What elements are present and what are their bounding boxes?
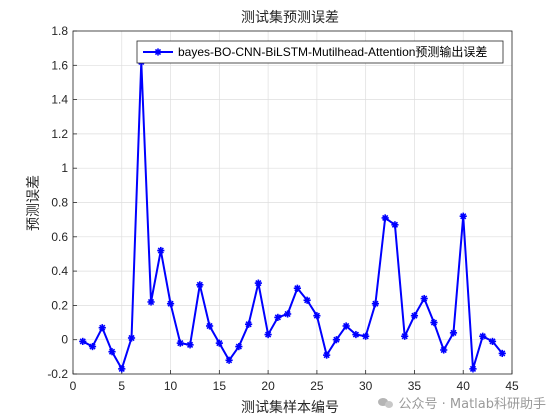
data-point [176,339,184,347]
y-tick-label: -0.2 [47,367,68,381]
x-tick-label: 25 [310,379,324,393]
data-point [420,294,428,303]
x-tick-label: 20 [261,379,275,393]
data-point [332,336,340,344]
data-point [157,246,165,255]
x-tick-label: 30 [359,379,373,393]
data-point [459,212,467,220]
x-tick-label: 15 [213,379,227,393]
data-point [313,312,321,320]
legend-label: bayes-BO-CNN-BiLSTM-Mutilhead-Attention预… [178,44,487,59]
data-point [440,346,448,354]
watermark: 公众号 · Matlab科研助手 [378,393,546,412]
y-axis-title: 预测误差 [26,175,42,231]
data-point [303,296,311,304]
x-tick-label: 10 [164,379,178,393]
y-tick-label: 1.6 [51,58,68,72]
y-tick-label: 1 [61,161,68,175]
data-point [352,330,360,339]
data-point [342,322,350,330]
data-point [118,365,126,373]
x-axis-title: 测试集样本编号 [241,399,339,416]
data-point [88,342,97,351]
data-point [479,332,487,340]
series-layer [79,58,506,373]
series-line [82,60,504,370]
y-tick-label: 0.4 [51,264,68,278]
data-point [391,221,399,229]
chart-title: 测试集预测误差 [241,9,339,26]
y-tick-label: 0.2 [51,298,68,312]
data-point [196,281,204,289]
x-tick-label: 5 [118,379,125,393]
data-point [469,365,477,373]
data-point [235,342,243,351]
x-tick-label: 45 [505,379,519,393]
y-tick-label: 1.8 [51,24,68,38]
data-point [98,324,106,332]
data-point [186,341,194,349]
x-tick-label: 40 [457,379,471,393]
data-point [254,279,262,287]
data-point [79,337,87,346]
legend-box [136,40,504,64]
data-point [430,318,438,327]
x-tick-label: 35 [408,379,422,393]
watermark-text: 公众号 · Matlab科研助手 [398,397,546,412]
wechat-icon [378,397,394,409]
data-point [205,322,214,330]
data-point [245,320,253,328]
legend: bayes-BO-CNN-BiLSTM-Mutilhead-Attention预… [136,40,504,64]
data-point [284,310,292,318]
data-point [410,312,419,320]
data-point [147,298,155,306]
data-point [498,349,506,358]
data-point [488,337,497,346]
ticks-layer: 0 5 10 15 20 25 30 35 40 45-0.200.20.40.60.811.21… [47,24,519,393]
y-tick-label: 1.2 [51,127,68,141]
data-point [401,332,409,340]
data-point [381,214,389,222]
data-point [166,300,175,308]
data-point [274,313,282,322]
y-tick-label: 0.8 [51,196,68,210]
legend-swatch-marker [154,48,162,56]
data-point [127,334,136,342]
data-point [264,330,272,339]
x-tick-label: 0 [70,379,77,393]
data-point [449,329,458,337]
y-tick-label: 0.6 [51,230,68,244]
y-tick-label: 0 [61,333,68,347]
data-point [108,348,116,356]
data-point [362,332,370,340]
data-point [215,339,223,347]
data-point [323,351,331,359]
data-point [225,356,233,364]
data-point [293,284,301,292]
y-tick-label: 1.4 [51,93,68,107]
data-point [371,300,380,308]
